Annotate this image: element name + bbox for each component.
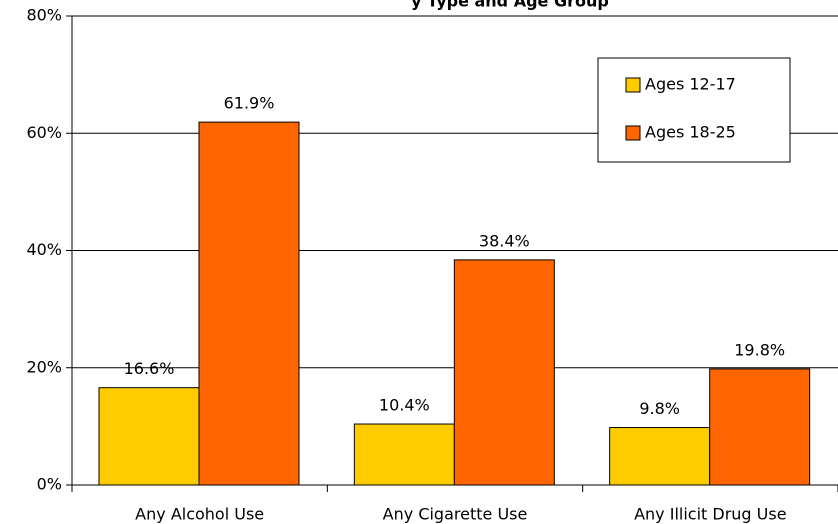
bar [709, 368, 811, 486]
y-tick-label: 40% [26, 240, 62, 259]
value-label: 38.4% [479, 231, 530, 250]
value-label: 19.8% [734, 340, 785, 359]
legend-box [597, 57, 791, 163]
bar [609, 427, 711, 486]
y-tick-label: 0% [37, 475, 62, 494]
value-label: 16.6% [124, 359, 175, 378]
legend-swatch [625, 125, 641, 141]
legend-swatch [625, 77, 641, 93]
bar [98, 387, 200, 486]
bar [198, 121, 300, 486]
legend-label: Ages 18-25 [645, 123, 736, 142]
legend-label: Ages 12-17 [645, 75, 736, 94]
bar [453, 259, 555, 486]
value-label: 61.9% [224, 94, 275, 113]
x-tick-label: Any Cigarette Use [383, 505, 528, 524]
y-tick-label: 80% [26, 6, 62, 25]
x-tick-label: Any Illicit Drug Use [634, 505, 786, 524]
x-tick-label: Any Alcohol Use [135, 505, 264, 524]
chart-title: y Type and Age Group [411, 0, 609, 11]
y-tick-label: 20% [26, 357, 62, 376]
value-label: 9.8% [639, 399, 680, 418]
value-label: 10.4% [379, 396, 430, 415]
y-tick-label: 60% [26, 123, 62, 142]
bar [353, 423, 455, 486]
